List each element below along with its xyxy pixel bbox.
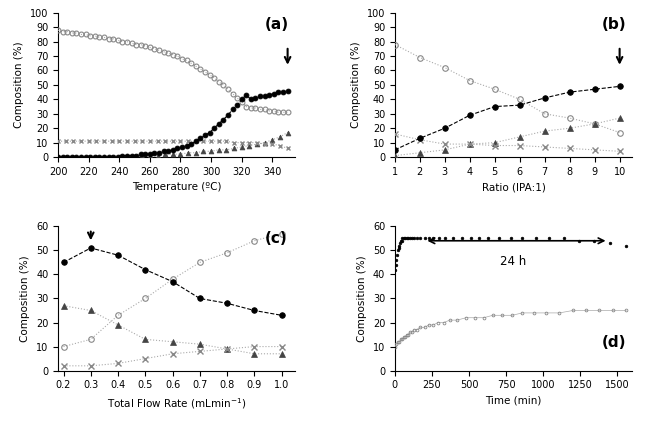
Y-axis label: Composition (%): Composition (%) bbox=[352, 42, 361, 128]
Y-axis label: Composition (%): Composition (%) bbox=[21, 255, 30, 342]
Y-axis label: Composition (%): Composition (%) bbox=[14, 42, 25, 128]
Y-axis label: Composition (%): Composition (%) bbox=[357, 255, 367, 342]
X-axis label: Ratio (IPA:1): Ratio (IPA:1) bbox=[482, 182, 546, 193]
X-axis label: Total Flow Rate (mLmin$^{-1}$): Total Flow Rate (mLmin$^{-1}$) bbox=[107, 396, 246, 411]
Text: 24 h: 24 h bbox=[501, 255, 526, 268]
Text: (d): (d) bbox=[601, 334, 626, 350]
Text: (b): (b) bbox=[601, 17, 626, 32]
Text: (a): (a) bbox=[264, 17, 288, 32]
X-axis label: Temperature (ºC): Temperature (ºC) bbox=[132, 182, 221, 193]
Text: (c): (c) bbox=[264, 230, 287, 246]
X-axis label: Time (min): Time (min) bbox=[485, 396, 542, 406]
